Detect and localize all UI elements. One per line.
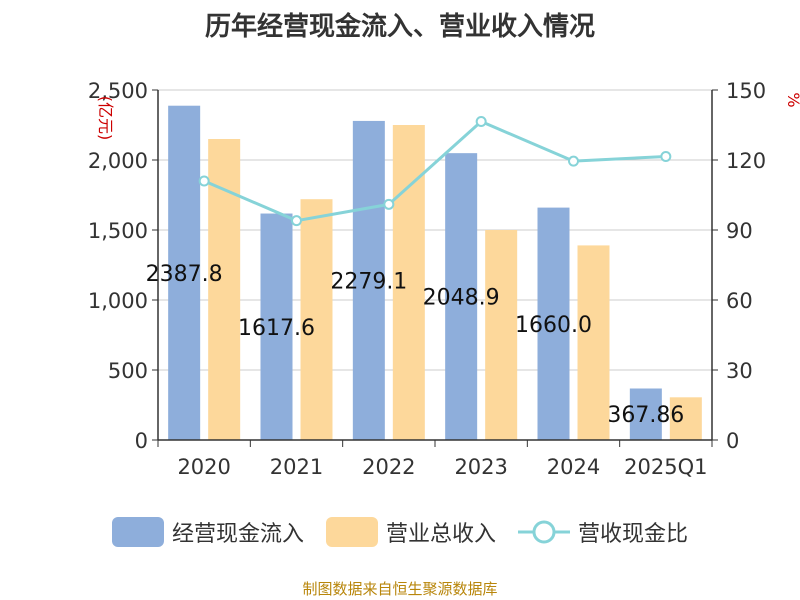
- x-tick-label: 2022: [362, 455, 415, 479]
- right-tick-label: 150: [726, 79, 766, 103]
- bar-revenue: [485, 230, 518, 440]
- x-tick-label: 2021: [270, 455, 323, 479]
- ratio-point: [568, 155, 579, 167]
- right-tick-label: 90: [726, 219, 753, 243]
- legend-item-revenue[interactable]: 营业总收入: [325, 516, 496, 548]
- legend-line-marker-icon: [518, 520, 570, 544]
- legend-label-ratio: 营收现金比: [578, 522, 689, 547]
- x-tick-label: 2024: [547, 455, 600, 479]
- right-tick-label: 0: [726, 429, 739, 453]
- left-tick-label: 2,000: [88, 149, 148, 173]
- ratio-point: [198, 175, 210, 187]
- left-unit-label: (亿元): [96, 96, 115, 141]
- source-note: 制图数据来自恒生聚源数据库: [302, 580, 498, 598]
- legend-label-cash-inflow: 经营现金流入: [171, 522, 304, 547]
- legend-swatch-revenue: [325, 517, 378, 547]
- ratio-point: [383, 198, 395, 210]
- bar-data-label: 1617.6: [238, 316, 315, 341]
- x-tick-label: 2023: [454, 455, 507, 479]
- bar-revenue: [577, 245, 610, 440]
- right-unit-label: %: [784, 92, 800, 107]
- bar-data-label: 1660.0: [515, 313, 592, 338]
- bar-data-label: 2048.9: [423, 286, 500, 311]
- bars: [168, 105, 702, 441]
- bar-cash-inflow: [445, 153, 478, 441]
- ratio-point: [660, 151, 672, 162]
- left-tick-label: 1,000: [88, 289, 148, 313]
- grid-lines: [158, 89, 712, 371]
- bar-cash-inflow: [168, 105, 201, 440]
- bar-cash-inflow: [260, 213, 293, 440]
- ratio-line-path: [203, 119, 666, 223]
- bar-revenue: [669, 397, 702, 440]
- left-tick-label: 2,500: [88, 79, 148, 103]
- left-tick-label: 0: [135, 429, 148, 453]
- bar-cash-inflow: [352, 120, 385, 441]
- chart-title: 历年经营现金流入、营业收入情况: [204, 12, 595, 42]
- bar-cash-inflow: [629, 388, 662, 440]
- right-tick-label: 120: [726, 149, 766, 173]
- legend-item-ratio[interactable]: 营收现金比: [518, 516, 688, 548]
- bar-data-label: 2279.1: [330, 269, 407, 294]
- legend: 经营现金流入 营业总收入 营收现金比: [0, 516, 800, 548]
- left-tick-label: 1,500: [88, 219, 148, 243]
- legend-item-cash-inflow[interactable]: 经营现金流入: [111, 516, 304, 548]
- bar-cash-inflow: [537, 207, 570, 440]
- x-tick-label: 2020: [177, 455, 230, 479]
- ratio-line: [198, 116, 672, 227]
- bar-data-label: 367.86: [607, 403, 684, 428]
- legend-label-revenue: 营业总收入: [385, 522, 496, 547]
- right-tick-label: 60: [726, 289, 753, 313]
- data-labels: 2387.8 1617.6 2279.1 2048.9 1660.0 367.86: [146, 262, 685, 428]
- right-tick-label: 30: [726, 359, 753, 383]
- bar-revenue: [300, 199, 333, 440]
- ratio-point: [475, 116, 487, 127]
- bar-data-label: 2387.8: [146, 262, 223, 287]
- left-tick-label: 500: [108, 359, 148, 383]
- axes: 0 500 1,000 1,500 2,000 2,500 0 30 60 90 120 150 (亿元…: [88, 79, 800, 479]
- x-tick-label: 2025Q1: [624, 455, 707, 479]
- legend-swatch-cash-inflow: [111, 517, 164, 547]
- ratio-point: [291, 215, 302, 227]
